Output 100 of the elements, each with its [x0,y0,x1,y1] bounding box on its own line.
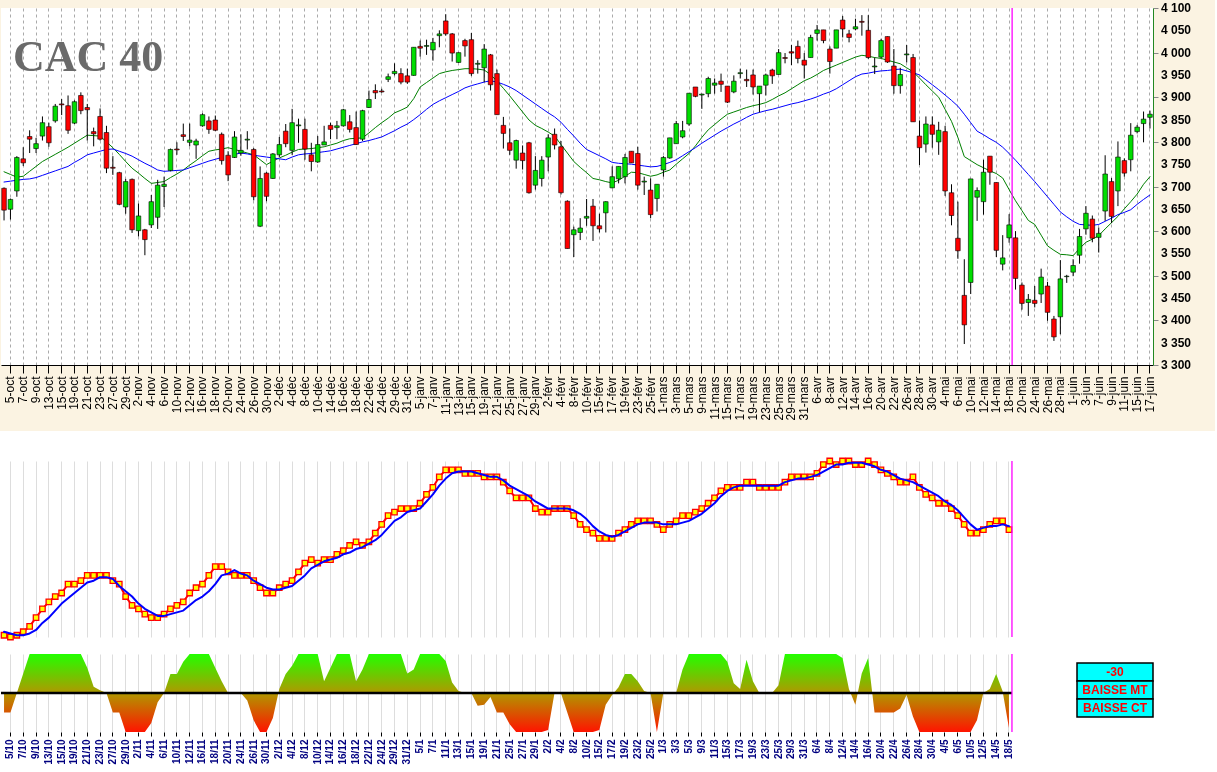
x-tick-label: 15/1 [465,739,477,759]
x-tick-label: 28-mai [1053,376,1068,414]
x-tick-label: 29/12 [388,739,400,765]
x-tick-label: 22-avr [886,376,901,411]
x-tick-label: 17/3 [734,739,746,759]
y-tick-label: 3 550 [1161,246,1192,261]
x-tick-label: 28-avr [912,376,927,411]
x-tick-label: 7/1 [426,739,438,754]
x-tick-label: 26-nov [246,376,261,414]
x-tick-label: 9/10 [30,739,42,759]
x-tick-label: 15/2 [593,739,605,759]
x-tick-label: 10-févr [579,376,594,414]
x-tick-label: 29/3 [785,739,797,759]
x-tick-label: 17-févr [605,376,620,414]
x-tick-label: 10-déc [310,376,325,414]
y-tick-label: 4 000 [1161,45,1192,60]
x-tick-label: 11-mars [707,376,722,420]
x-tick-label: 3/3 [670,739,682,754]
x-tick-label: 19/1 [478,739,490,759]
text: BAISSE CT [1082,701,1148,715]
x-tick-label: 2/2 [542,739,554,754]
x-tick-label: 27-janv [515,376,530,416]
x-tick-label: 2/12 [273,739,285,759]
x-tick-label: 14-mai [989,376,1004,414]
x-tick-label: 24-déc [374,376,389,414]
x-tick-label: 6/5 [951,739,963,754]
y-tick-label: 3 450 [1161,291,1192,306]
x-tick-label: 9-oct [29,375,44,404]
x-tick-label: 5-mars [682,376,697,414]
x-tick-label: 19-mars [746,376,761,421]
x-tick-label: 30/4 [926,739,938,759]
x-tick-label: 6/11 [158,739,170,759]
x-tick-label: 10/12 [311,739,323,765]
x-tick-label: 6-nov [157,376,172,407]
x-tick-label: 10/11 [170,739,182,764]
x-tick-label: 13-oct [41,375,56,410]
x-tick-label: 31/3 [798,739,810,759]
x-tick-label: 6-mai [950,376,965,407]
x-tick-label: 12/5 [977,739,989,759]
x-tick-label: 21/1 [490,739,502,759]
x-tick-label: 16/11 [196,739,208,764]
x-tick-label: 18-mai [1002,376,1017,414]
x-tick-label: 15/3 [721,739,733,759]
x-tick-label: 5/10 [4,739,16,759]
x-tick-label: 16-nov [195,376,210,414]
x-tick-label: 15-févr [592,376,607,414]
y-tick-label: 3 350 [1161,335,1192,350]
x-tick-label: 8-avr [822,376,837,404]
x-tick-label: 30-avr [925,376,940,411]
x-tick-label: 21-oct [80,375,95,410]
text: CAC 40 [13,32,164,81]
x-tick-label: 5-oct [3,375,18,404]
x-tick-label: 19/10 [68,739,80,765]
x-tick-label: 26-mai [1040,376,1055,414]
x-tick-label: 8-déc [297,376,312,407]
x-tick-label: 14/4 [849,739,861,759]
x-tick-label: 27/10 [106,739,118,765]
x-tick-label: 29-oct [118,375,133,410]
x-tick-label: 29/1 [529,739,541,759]
x-tick-label: 26-avr [899,376,914,411]
x-tick-label: 20/11 [222,739,234,764]
x-tick-label: 9-juin [1104,376,1119,406]
x-tick-label: 12-avr [835,376,850,411]
x-tick-label: 14-déc [323,376,338,414]
x-tick-label: 4-févr [554,376,568,408]
x-tick-label: 11-juin [1117,376,1132,412]
x-tick-label: 19-janv [477,376,492,416]
x-tick-label: 31/12 [401,739,413,765]
x-tick-label: 20-nov [221,376,236,414]
x-tick-label: 2-févr [541,376,556,408]
x-tick-label: 16-avr [861,376,876,411]
x-tick-label: 4/5 [938,739,950,754]
x-tick-label: 23-mars [758,376,773,421]
x-tick-label: 11/3 [708,739,720,759]
x-tick-label: 19-oct [67,375,82,410]
x-tick-label: 7-juin [1091,376,1106,406]
y-tick-label: 3 800 [1161,134,1192,149]
x-tick-label: 22/4 [887,739,899,759]
text: BAISSE MT [1082,683,1149,697]
x-tick-label: 4/11 [145,739,157,759]
x-tick-label: 14/5 [990,739,1002,759]
x-tick-label: 19/2 [618,739,630,759]
x-tick-label: 24-nov [233,376,248,414]
y-tick-label: 3 700 [1161,179,1192,194]
x-tick-label: 26/4 [900,739,912,759]
x-tick-label: 12-mai [976,376,991,414]
x-tick-label: 23/2 [631,739,643,759]
x-tick-label: 17/2 [606,739,618,759]
y-tick-label: 3 650 [1161,201,1192,216]
x-tick-label: 16/4 [862,739,874,759]
x-tick-label: 4/2 [554,739,566,754]
x-tick-label: 31-mars [797,376,812,421]
x-tick-label: 24/12 [375,739,387,765]
x-tick-label: 18/5 [1002,739,1014,759]
x-tick-label: 12/11 [183,739,195,764]
x-tick-label: 20-mai [1014,376,1029,414]
x-tick-label: 2/11 [132,739,144,759]
x-tick-label: 5/3 [682,739,694,754]
x-tick-label: 12-nov [182,376,197,414]
x-tick-label: 25-févr [643,376,658,414]
